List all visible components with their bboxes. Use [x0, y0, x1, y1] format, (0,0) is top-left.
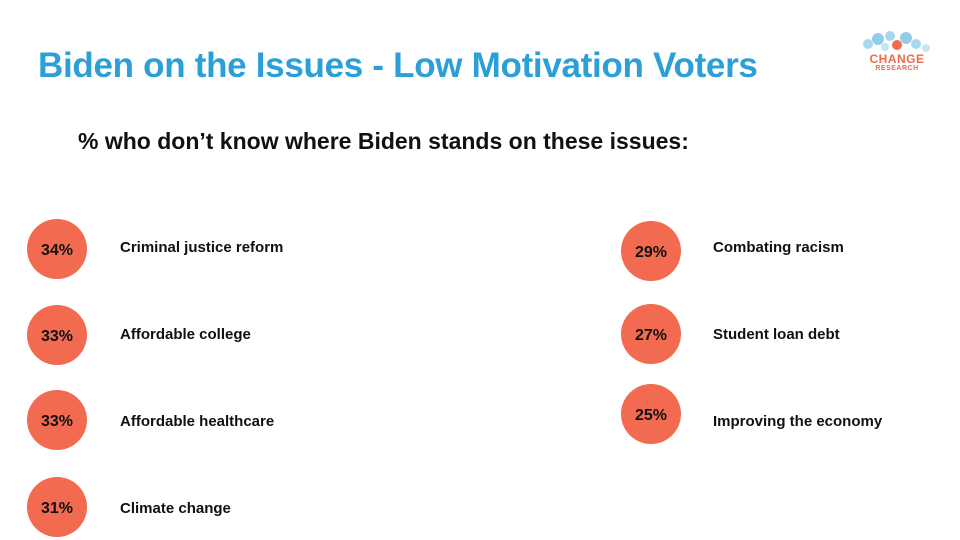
value-label: 29%	[635, 244, 667, 261]
value-circle	[621, 384, 681, 444]
value-circle	[621, 304, 681, 364]
value-circle	[27, 219, 87, 279]
value-label: 27%	[635, 327, 667, 344]
issue-label: Criminal justice reform	[120, 239, 283, 256]
value-label: 31%	[41, 500, 73, 517]
change-research-logo: CHANGE RESEARCH	[858, 26, 936, 90]
value-label: 33%	[41, 413, 73, 430]
issue-label: Affordable college	[120, 326, 251, 343]
issue-label: Affordable healthcare	[120, 413, 274, 430]
logo-bubbles-icon	[863, 31, 930, 52]
value-circle	[621, 221, 681, 281]
value-label: 33%	[41, 328, 73, 345]
issue-label: Student loan debt	[713, 326, 840, 343]
value-label: 34%	[41, 242, 73, 259]
logo-text-research: RESEARCH	[875, 65, 919, 72]
value-circle	[27, 305, 87, 365]
issue-label: Climate change	[120, 500, 231, 517]
page-title: Biden on the Issues - Low Motivation Vot…	[38, 46, 758, 85]
chart-subtitle: % who don’t know where Biden stands on t…	[78, 128, 689, 154]
issue-label: Improving the economy	[713, 413, 883, 430]
value-label: 25%	[635, 407, 667, 424]
logo-text-change: CHANGE	[869, 52, 925, 66]
value-circle	[27, 477, 87, 537]
issue-label: Combating racism	[713, 239, 844, 256]
value-circle	[27, 390, 87, 450]
